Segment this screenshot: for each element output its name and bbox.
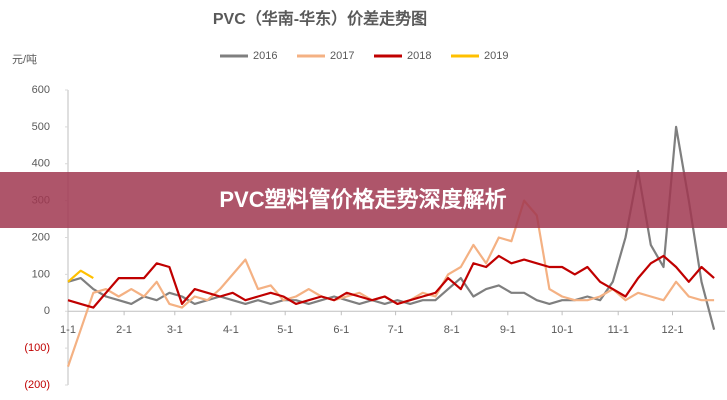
legend-label: 2018 — [407, 50, 431, 62]
x-tick-label: 11-1 — [608, 324, 629, 336]
y-axis-label: 元/吨 — [12, 53, 37, 66]
x-tick-label: 2-1 — [116, 324, 132, 336]
x-tick-label: 12-1 — [661, 324, 683, 336]
x-tick-label: 8-1 — [444, 324, 460, 336]
legend-label: 2019 — [484, 50, 508, 62]
x-tick-label: 3-1 — [167, 324, 183, 336]
plot: (200)(100)01002003004005006001-12-13-14-… — [24, 50, 725, 391]
y-tick-label: (200) — [24, 379, 50, 391]
y-tick-label: 100 — [32, 268, 50, 280]
legend-label: 2016 — [253, 50, 277, 62]
series-line — [67, 269, 94, 283]
x-tick-label: 1-1 — [60, 324, 76, 336]
legend-label: 2017 — [330, 50, 354, 62]
series-line — [67, 254, 715, 309]
x-tick-label: 5-1 — [277, 324, 293, 336]
x-tick-label: 6-1 — [333, 324, 349, 336]
y-tick-label: 600 — [32, 84, 50, 96]
y-tick-label: 500 — [32, 121, 50, 133]
banner-title: PVC塑料管价格走势深度解析 — [219, 187, 506, 212]
y-tick-label: (100) — [24, 342, 50, 354]
x-tick-label: 9-1 — [500, 324, 516, 336]
y-tick-label: 0 — [44, 305, 50, 317]
y-tick-label: 400 — [32, 158, 50, 170]
y-tick-label: 200 — [32, 231, 50, 243]
chart-title: PVC（华南-华东）价差走势图 — [213, 9, 427, 28]
x-tick-label: 7-1 — [388, 324, 404, 336]
banner — [0, 172, 727, 228]
x-tick-label: 4-1 — [223, 324, 239, 336]
series-line — [67, 125, 716, 330]
x-tick-label: 10-1 — [551, 324, 573, 336]
